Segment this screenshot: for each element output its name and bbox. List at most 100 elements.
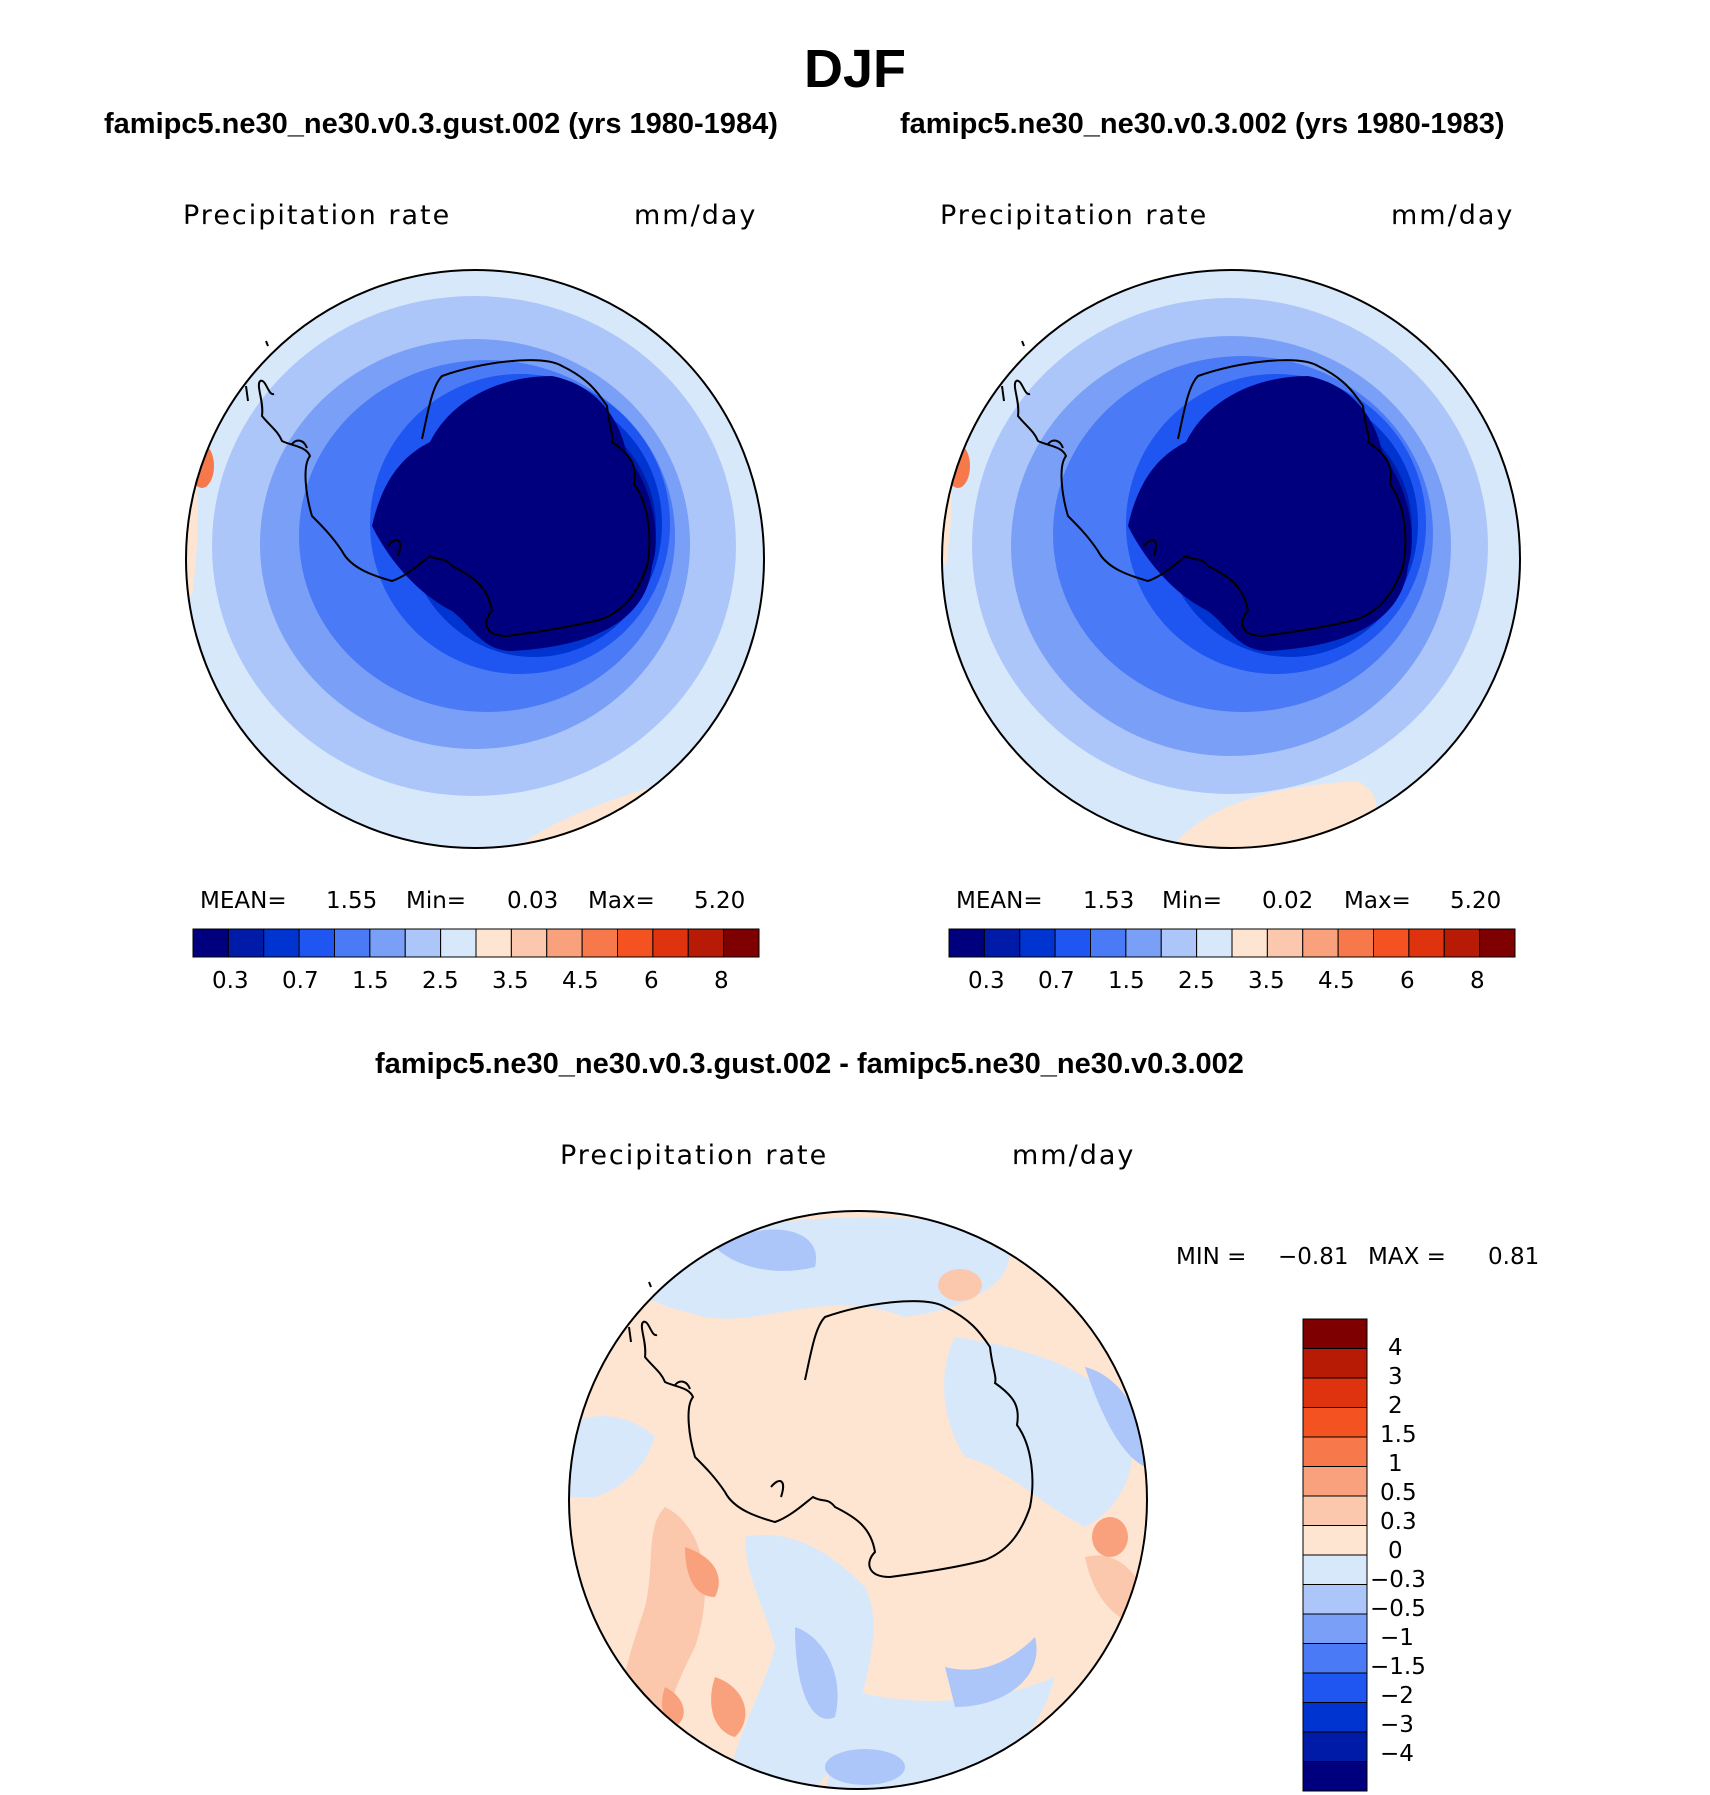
panel-left-variable: Precipitation rate bbox=[183, 200, 452, 231]
colorbar-swatch bbox=[298, 928, 335, 958]
colorbar-swatch bbox=[723, 928, 760, 958]
colorbar-swatch bbox=[510, 928, 548, 958]
colorbar-swatch bbox=[192, 928, 229, 958]
map-right-field bbox=[942, 270, 1520, 848]
colorbar-left-tick: 1.5 bbox=[352, 968, 389, 994]
colorbar-left-tick: 4.5 bbox=[562, 968, 599, 994]
colorbar-right-tick: 3.5 bbox=[1248, 968, 1285, 994]
colorbar-diff-tick: −3 bbox=[1380, 1712, 1414, 1738]
colorbar-diff-tick: −1.5 bbox=[1370, 1654, 1426, 1680]
map-left bbox=[185, 269, 765, 849]
map-right-coastline bbox=[1001, 340, 1407, 638]
colorbar-left-tick: 3.5 bbox=[492, 968, 529, 994]
colorbar-left-tick: 2.5 bbox=[422, 968, 459, 994]
colorbar-diff-tick: 3 bbox=[1388, 1364, 1403, 1390]
diff-panel-title: famipc5.ne30_ne30.v0.3.gust.002 - famipc… bbox=[375, 1048, 1244, 1080]
colorbar-right bbox=[948, 928, 1516, 958]
left-max-label: Max= bbox=[588, 888, 655, 914]
colorbar-right-tick: 0.7 bbox=[1038, 968, 1075, 994]
map-diff bbox=[568, 1210, 1148, 1790]
right-mean-label: MEAN= bbox=[956, 888, 1043, 914]
colorbar-diff-tick: −0.5 bbox=[1370, 1596, 1426, 1622]
right-min-label: Min= bbox=[1162, 888, 1223, 914]
colorbar-swatch bbox=[1302, 1761, 1368, 1792]
colorbar-diff-tick: −0.3 bbox=[1370, 1567, 1426, 1593]
map-diff-coastline bbox=[628, 1281, 1034, 1579]
left-max-value: 5.20 bbox=[694, 888, 746, 914]
map-left-coastline bbox=[245, 340, 651, 638]
colorbar-diff-tick: 0.3 bbox=[1380, 1509, 1417, 1535]
colorbar-right-tick: 8 bbox=[1470, 968, 1485, 994]
diff-panel-units: mm/day bbox=[1012, 1140, 1136, 1171]
left-mean-label: MEAN= bbox=[200, 888, 287, 914]
colorbar-diff-tick: −1 bbox=[1380, 1625, 1414, 1651]
colorbar-diff bbox=[1302, 1318, 1368, 1792]
colorbar-swatch bbox=[546, 928, 583, 958]
colorbar-swatch bbox=[1196, 928, 1233, 958]
colorbar-swatch bbox=[1302, 1348, 1368, 1379]
colorbar-swatch bbox=[1302, 1525, 1368, 1556]
left-mean-value: 1.55 bbox=[326, 888, 378, 914]
diff-max-value: 0.81 bbox=[1488, 1244, 1540, 1270]
right-max-label: Max= bbox=[1344, 888, 1411, 914]
colorbar-swatch bbox=[1125, 928, 1162, 958]
colorbar-diff-tick: 1.5 bbox=[1380, 1422, 1417, 1448]
map-diff-boundary bbox=[568, 1210, 1148, 1790]
figure-title: DJF bbox=[803, 39, 906, 99]
map-right-boundary bbox=[941, 269, 1521, 849]
colorbar-swatch bbox=[983, 928, 1021, 958]
panel-left-units: mm/day bbox=[634, 200, 758, 231]
diff-min-label: MIN = bbox=[1176, 1244, 1247, 1270]
colorbar-diff-tick: 4 bbox=[1388, 1335, 1403, 1361]
colorbar-swatch bbox=[687, 928, 725, 958]
colorbar-swatch bbox=[404, 928, 442, 958]
colorbar-swatch bbox=[475, 928, 512, 958]
colorbar-swatch bbox=[227, 928, 265, 958]
colorbar-swatch bbox=[1302, 1702, 1368, 1733]
colorbar-left-tick: 6 bbox=[644, 968, 659, 994]
colorbar-right-tick: 1.5 bbox=[1108, 968, 1145, 994]
colorbar-swatch bbox=[1443, 928, 1481, 958]
colorbar-swatch bbox=[1302, 1318, 1368, 1349]
right-mean-value: 1.53 bbox=[1083, 888, 1135, 914]
colorbar-swatch bbox=[1231, 928, 1268, 958]
colorbar-swatch bbox=[1302, 1466, 1368, 1497]
colorbar-diff-tick: −2 bbox=[1380, 1683, 1414, 1709]
colorbar-swatch bbox=[1408, 928, 1445, 958]
colorbar-diff-tick: 2 bbox=[1388, 1393, 1403, 1419]
colorbar-diff-tick: 0 bbox=[1388, 1538, 1403, 1564]
colorbar-right-tick: 2.5 bbox=[1178, 968, 1215, 994]
colorbar-swatch bbox=[1302, 1377, 1368, 1408]
colorbar-swatch bbox=[1479, 928, 1516, 958]
colorbar-diff-tick: 0.5 bbox=[1380, 1480, 1417, 1506]
map-diff-field bbox=[569, 1211, 1147, 1789]
colorbar-right-tick: 0.3 bbox=[968, 968, 1005, 994]
colorbar-swatch bbox=[1337, 928, 1374, 958]
colorbar-swatch bbox=[1160, 928, 1198, 958]
left-min-label: Min= bbox=[406, 888, 467, 914]
colorbar-swatch bbox=[369, 928, 406, 958]
colorbar-swatch bbox=[263, 928, 300, 958]
panel-right-variable: Precipitation rate bbox=[940, 200, 1209, 231]
colorbar-swatch bbox=[1266, 928, 1304, 958]
colorbar-swatch bbox=[1302, 1407, 1368, 1438]
colorbar-left-tick: 0.7 bbox=[282, 968, 319, 994]
panel-right-title: famipc5.ne30_ne30.v0.3.002 (yrs 1980-198… bbox=[900, 108, 1505, 140]
diff-max-label: MAX = bbox=[1368, 1244, 1446, 1270]
colorbar-swatch bbox=[652, 928, 689, 958]
colorbar-swatch bbox=[1302, 1436, 1368, 1467]
colorbar-swatch bbox=[1090, 928, 1127, 958]
colorbar-swatch bbox=[581, 928, 618, 958]
colorbar-swatch bbox=[1373, 928, 1410, 958]
right-min-value: 0.02 bbox=[1262, 888, 1314, 914]
colorbar-swatch bbox=[1302, 1554, 1368, 1585]
colorbar-swatch bbox=[948, 928, 985, 958]
colorbar-swatch bbox=[1302, 1584, 1368, 1615]
colorbar-swatch bbox=[1302, 928, 1339, 958]
right-max-value: 5.20 bbox=[1450, 888, 1502, 914]
colorbar-swatch bbox=[1302, 1643, 1368, 1674]
left-min-value: 0.03 bbox=[507, 888, 559, 914]
panel-left-title: famipc5.ne30_ne30.v0.3.gust.002 (yrs 198… bbox=[104, 108, 778, 140]
colorbar-left bbox=[192, 928, 760, 958]
colorbar-swatch bbox=[1054, 928, 1091, 958]
